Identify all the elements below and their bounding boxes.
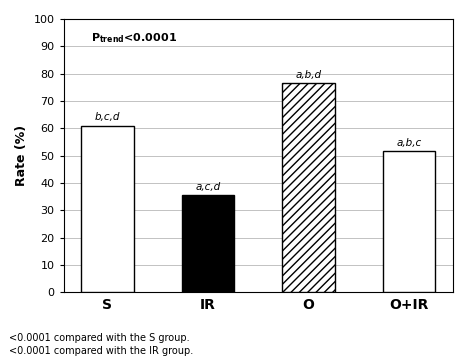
Text: a,c,d: a,c,d: [195, 182, 220, 192]
Bar: [182, 195, 234, 292]
Text: a,b,d: a,b,d: [295, 70, 322, 80]
Text: <0.0001 compared with the IR group.: <0.0001 compared with the IR group.: [9, 346, 194, 356]
Text: $\mathbf{P}_{\mathbf{trend}}$<0.0001: $\mathbf{P}_{\mathbf{trend}}$<0.0001: [91, 31, 177, 45]
Text: <0.0001 compared with the S group.: <0.0001 compared with the S group.: [9, 333, 190, 343]
Bar: [383, 151, 435, 292]
Y-axis label: Rate (%): Rate (%): [15, 125, 28, 186]
Text: b,c,d: b,c,d: [95, 112, 120, 122]
Bar: [282, 83, 335, 292]
Text: a,b,c: a,b,c: [396, 138, 422, 148]
Bar: [81, 126, 133, 292]
